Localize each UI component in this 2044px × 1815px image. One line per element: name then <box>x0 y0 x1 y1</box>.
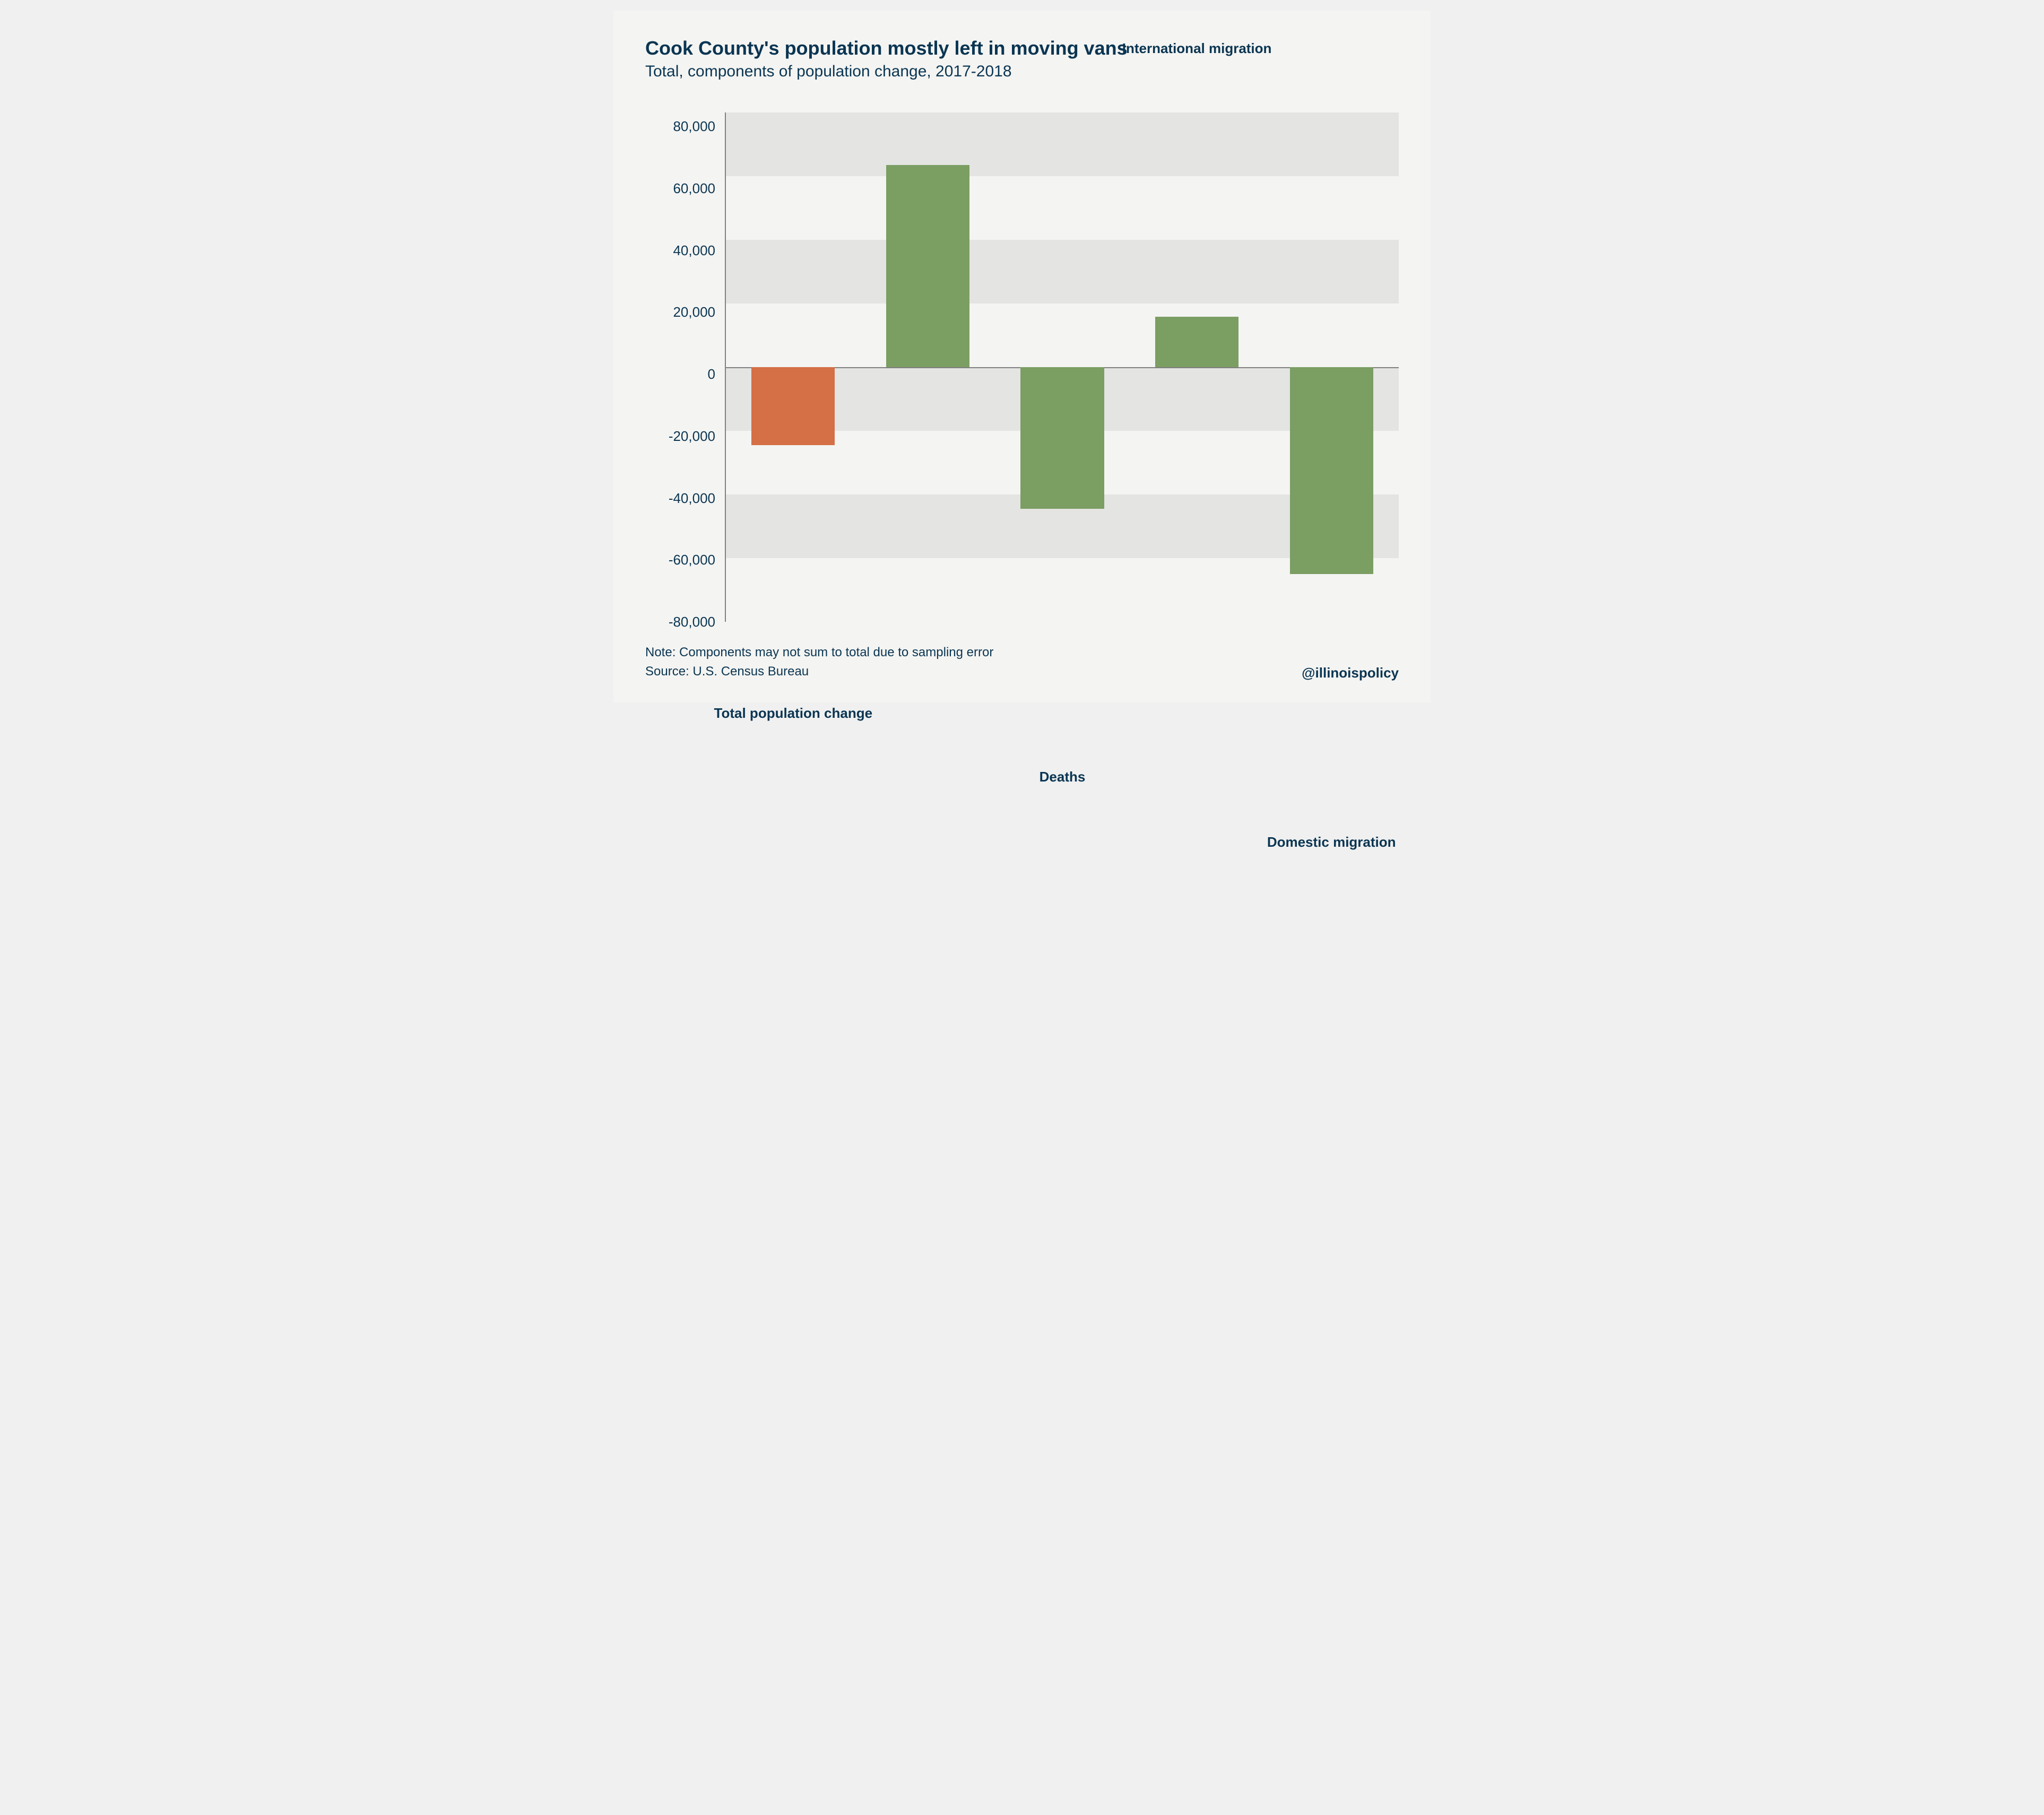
chart-subtitle: Total, components of population change, … <box>645 63 1399 81</box>
bar: Deaths <box>1020 367 1104 509</box>
y-tick-label: -40,000 <box>669 491 715 505</box>
plot-wrapper: 80,000 60,000 40,000 20,000 0 -20,000 -40,000 -… <box>645 112 1399 622</box>
footer-notes: Note: Components may not sum to total du… <box>645 643 993 681</box>
source-text: Source: U.S. Census Bureau <box>645 662 993 681</box>
note-text: Note: Components may not sum to total du… <box>645 643 993 662</box>
y-tick-label: -80,000 <box>669 615 715 629</box>
y-tick-label: 0 <box>708 367 715 381</box>
bar-slot: International migration <box>1130 112 1264 622</box>
bar-label: Deaths <box>937 769 1188 785</box>
y-tick-label: -20,000 <box>669 429 715 443</box>
y-axis: 80,000 60,000 40,000 20,000 0 -20,000 -40,000 -… <box>645 112 725 622</box>
y-tick-label: 40,000 <box>673 244 715 257</box>
bar-label: Total population change <box>668 705 919 722</box>
bar: Domestic migration <box>1290 367 1373 574</box>
bar-label: International migration <box>1072 40 1322 57</box>
bars-row: Total population change Births Deaths Inter… <box>726 112 1399 622</box>
y-tick-label: 20,000 <box>673 305 715 319</box>
bar: Total population change <box>751 367 835 445</box>
bar-slot: Total population change <box>726 112 861 622</box>
chart-footer: Note: Components may not sum to total du… <box>645 643 1399 681</box>
y-tick-label: 60,000 <box>673 181 715 195</box>
bar-label: Domestic migration <box>1206 834 1457 850</box>
attribution: @illinoispolicy <box>1302 665 1399 681</box>
y-tick-label: -60,000 <box>669 553 715 567</box>
y-tick-label: 80,000 <box>673 119 715 133</box>
bar: International migration <box>1155 317 1238 367</box>
chart-container: Cook County's population mostly left in … <box>613 11 1431 702</box>
bar-slot: Deaths <box>995 112 1130 622</box>
bar-slot: Births <box>861 112 995 622</box>
plot-area: Total population change Births Deaths Inter… <box>725 112 1399 622</box>
bar-slot: Domestic migration <box>1264 112 1399 622</box>
bar: Births <box>886 165 969 367</box>
